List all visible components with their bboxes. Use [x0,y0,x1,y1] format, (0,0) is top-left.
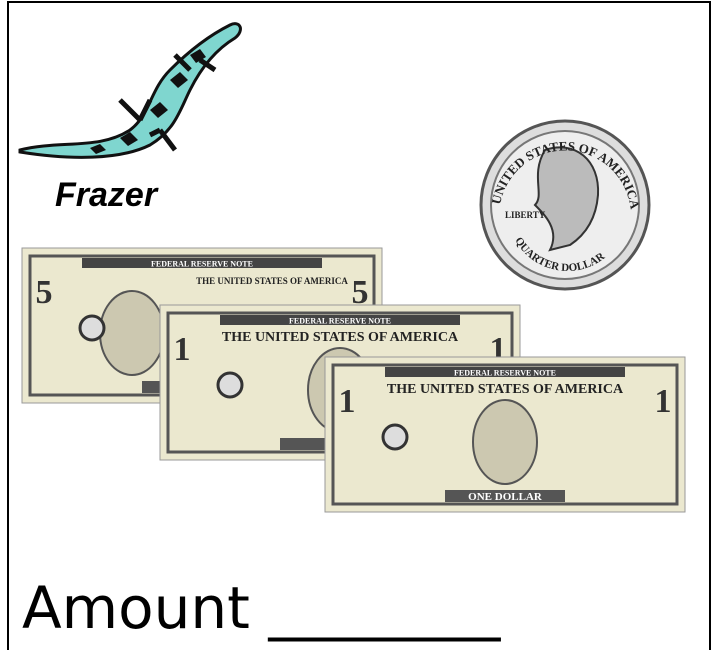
bill-numeral: 1 [174,331,191,368]
coin: UNITED STATES OF AMERICA LIBERTY QUARTER… [481,121,649,289]
bill-title: THE UNITED STATES OF AMERICA [222,330,459,345]
bill-seal [218,373,242,397]
bill-numeral: 1 [655,383,672,420]
bill: FEDERAL RESERVE NOTE THE UNITED STATES OF… [325,357,685,512]
card: Frazer UNITED STATES OF AMERICA LIBERTY … [0,0,717,650]
page: Frazer UNITED STATES OF AMERICA LIBERTY … [0,0,717,650]
bill-numeral: 1 [339,383,356,420]
prompt: Amount ________ [22,574,501,642]
bill-title: THE UNITED STATES OF AMERICA [196,276,348,286]
bill-seal [80,316,104,340]
bill-header: FEDERAL RESERVE NOTE [151,260,253,269]
name: Frazer [55,176,159,214]
bill-portrait [100,291,164,375]
bill-portrait [473,400,537,484]
bill-header: FEDERAL RESERVE NOTE [289,317,391,326]
bill-denomination: ONE DOLLAR [468,491,543,503]
bill-numeral: 5 [36,274,53,311]
bill-title: THE UNITED STATES OF AMERICA [387,382,624,397]
coin-left: LIBERTY [505,210,546,220]
bill-header: FEDERAL RESERVE NOTE [454,369,556,378]
bill-seal [383,425,407,449]
